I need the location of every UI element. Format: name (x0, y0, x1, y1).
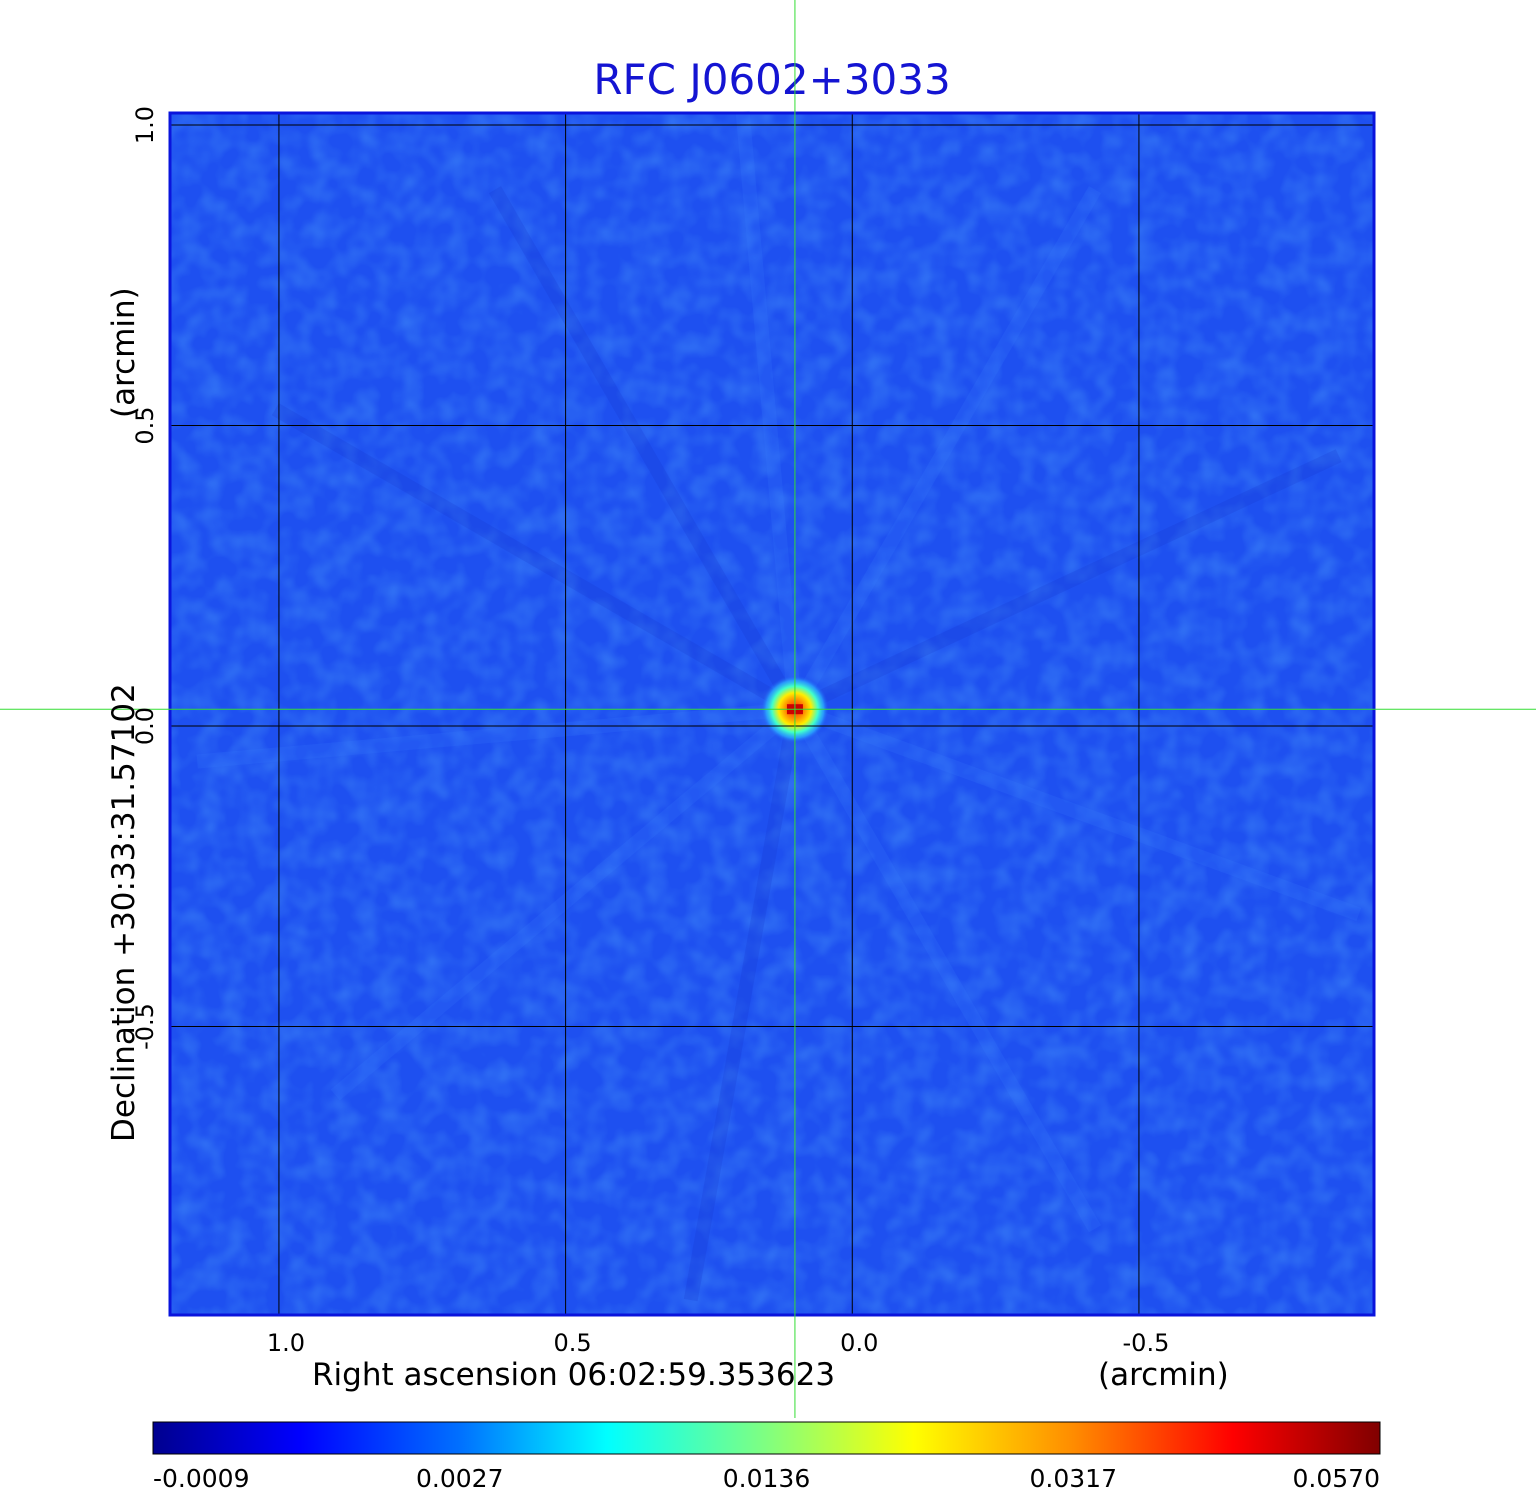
sidelobe-streak-0 (488, 186, 801, 713)
sidelobe-streak-3 (791, 449, 1342, 716)
y-tick-label-1: 0.5 (131, 406, 159, 444)
sidelobe-streak-4 (792, 702, 1362, 921)
y-tick-label-0: 1.0 (131, 106, 159, 144)
sidelobe-streak-6 (683, 707, 802, 1302)
colorbar-gradient (152, 1421, 1381, 1455)
colorbar-label-2: 0.0136 (723, 1464, 810, 1493)
plot-frame (168, 111, 1376, 1317)
y-tick-labels: 1.0 0.5 0.0 -0.5 (131, 106, 159, 1050)
x-tick-label-0: 1.0 (267, 1329, 305, 1357)
sidelobe-streak-5 (788, 705, 1101, 1233)
sidelobe-streak-1 (735, 110, 802, 710)
colorbar-label-3: 0.0317 (1030, 1464, 1117, 1493)
x-tick-label-1: 0.5 (554, 1329, 592, 1357)
crosshair (0, 0, 1536, 1418)
sidelobe-streak-9 (271, 403, 799, 716)
y-axis-unit: (arcmin) (106, 287, 142, 418)
x-axis-label: Right ascension 06:02:59.353623 (312, 1357, 835, 1393)
plot-title: RFC J0602+3033 (593, 55, 950, 104)
x-tick-label-3: -0.5 (1123, 1329, 1170, 1357)
colorbar-label-1: 0.0027 (416, 1464, 503, 1493)
y-tick-label-2: 0.0 (131, 707, 159, 745)
colorbar-labels: -0.0009 0.0027 0.0136 0.0317 0.0570 (153, 1464, 1380, 1493)
y-axis-label: Declination +30:33:31.57102 (106, 683, 142, 1142)
x-tick-label-2: 0.0 (840, 1329, 878, 1357)
sidelobe-streak-8 (196, 702, 796, 769)
grid-lines (170, 113, 1374, 1315)
x-axis-unit: (arcmin) (1098, 1357, 1229, 1393)
colorbar-label-0: -0.0009 (153, 1464, 250, 1493)
image-field (170, 110, 1374, 1315)
sidelobe-streak-2 (788, 186, 1101, 713)
y-tick-label-3: -0.5 (131, 1003, 159, 1050)
colorbar: -0.0009 0.0027 0.0136 0.0317 0.0570 (152, 1421, 1381, 1493)
x-tick-labels: 1.0 0.5 0.0 -0.5 (267, 1329, 1170, 1357)
colorbar-label-4: 0.0570 (1293, 1464, 1380, 1493)
